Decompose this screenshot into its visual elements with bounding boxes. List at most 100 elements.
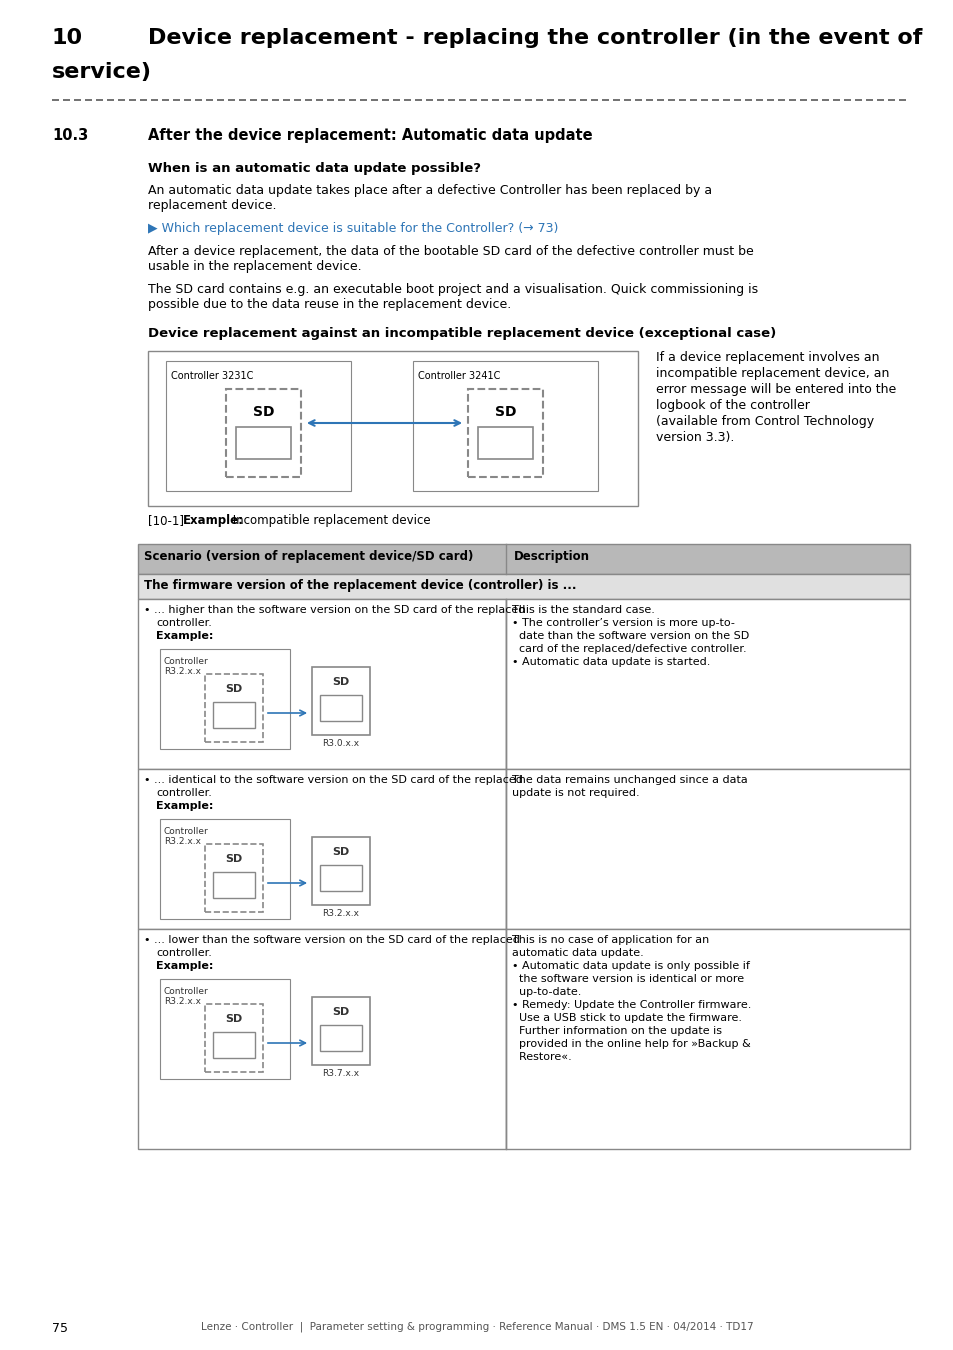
Text: error message will be entered into the: error message will be entered into the xyxy=(656,383,895,396)
Text: usable in the replacement device.: usable in the replacement device. xyxy=(148,261,361,273)
Text: Further information on the update is: Further information on the update is xyxy=(512,1026,721,1035)
Bar xyxy=(319,865,361,891)
Bar xyxy=(148,351,638,506)
Text: SD: SD xyxy=(225,1014,242,1025)
Text: Lenze · Controller  |  Parameter setting & programming · Reference Manual · DMS : Lenze · Controller | Parameter setting &… xyxy=(200,1322,753,1332)
Bar xyxy=(213,1031,254,1058)
Bar xyxy=(312,667,370,734)
Text: 10.3: 10.3 xyxy=(52,128,89,143)
Text: SD: SD xyxy=(225,684,242,694)
Text: If a device replacement involves an: If a device replacement involves an xyxy=(656,351,879,364)
Text: • The controller’s version is more up-to-: • The controller’s version is more up-to… xyxy=(512,618,734,628)
Bar xyxy=(138,769,505,929)
Bar xyxy=(319,1025,361,1052)
Text: the software version is identical or more: the software version is identical or mor… xyxy=(512,973,743,984)
Text: SD: SD xyxy=(495,405,516,418)
Bar xyxy=(505,769,909,929)
Text: When is an automatic data update possible?: When is an automatic data update possibl… xyxy=(148,162,480,176)
Text: version 3.3).: version 3.3). xyxy=(656,431,734,444)
Text: R3.2.x.x: R3.2.x.x xyxy=(164,667,201,676)
Bar xyxy=(319,695,361,721)
Text: • Automatic data update is only possible if: • Automatic data update is only possible… xyxy=(512,961,749,971)
Text: Controller 3231C: Controller 3231C xyxy=(171,371,253,381)
Text: R3.2.x.x: R3.2.x.x xyxy=(322,909,359,918)
Text: SD: SD xyxy=(225,855,242,864)
Text: An automatic data update takes place after a defective Controller has been repla: An automatic data update takes place aft… xyxy=(148,184,711,197)
Text: Controller: Controller xyxy=(164,828,209,836)
Text: The data remains unchanged since a data: The data remains unchanged since a data xyxy=(512,775,747,784)
Text: ▶ Which replacement device is suitable for the Controller? (→ 73): ▶ Which replacement device is suitable f… xyxy=(148,221,558,235)
Text: The SD card contains e.g. an executable boot project and a visualisation. Quick : The SD card contains e.g. an executable … xyxy=(148,284,758,296)
Bar xyxy=(138,599,505,769)
Text: SD: SD xyxy=(332,1007,349,1017)
Bar xyxy=(213,702,254,728)
Bar xyxy=(505,599,909,769)
Bar xyxy=(213,872,254,898)
Text: SD: SD xyxy=(332,846,349,857)
Text: • Automatic data update is started.: • Automatic data update is started. xyxy=(512,657,710,667)
Text: Description: Description xyxy=(514,549,589,563)
Text: Controller 3241C: Controller 3241C xyxy=(417,371,500,381)
Text: After the device replacement: Automatic data update: After the device replacement: Automatic … xyxy=(148,128,592,143)
Text: date than the software version on the SD: date than the software version on the SD xyxy=(512,630,748,641)
Text: automatic data update.: automatic data update. xyxy=(512,948,643,958)
Bar xyxy=(160,819,290,919)
Text: service): service) xyxy=(52,62,152,82)
Bar xyxy=(413,360,598,491)
Text: Controller: Controller xyxy=(164,987,209,996)
Text: R3.7.x.x: R3.7.x.x xyxy=(322,1069,359,1079)
Text: [10-1]: [10-1] xyxy=(148,514,184,526)
FancyBboxPatch shape xyxy=(205,844,263,913)
Bar xyxy=(505,929,909,1149)
Text: 75: 75 xyxy=(52,1322,68,1335)
Text: replacement device.: replacement device. xyxy=(148,198,276,212)
Text: R3.0.x.x: R3.0.x.x xyxy=(322,738,359,748)
Text: (available from Control Technology: (available from Control Technology xyxy=(656,414,873,428)
Text: Device replacement against an incompatible replacement device (exceptional case): Device replacement against an incompatib… xyxy=(148,327,776,340)
Bar xyxy=(160,979,290,1079)
Text: up-to-date.: up-to-date. xyxy=(512,987,580,998)
Text: Controller: Controller xyxy=(164,657,209,666)
Bar xyxy=(477,427,533,459)
Text: This is the standard case.: This is the standard case. xyxy=(512,605,654,616)
Bar xyxy=(138,574,909,599)
Text: SD: SD xyxy=(253,405,274,418)
Bar xyxy=(312,837,370,904)
Text: • ... identical to the software version on the SD card of the replaced: • ... identical to the software version … xyxy=(144,775,522,784)
Text: update is not required.: update is not required. xyxy=(512,788,639,798)
Text: Example:: Example: xyxy=(156,630,213,641)
Text: R3.2.x.x: R3.2.x.x xyxy=(164,837,201,846)
Text: card of the replaced/defective controller.: card of the replaced/defective controlle… xyxy=(512,644,746,653)
Text: incompatible replacement device, an: incompatible replacement device, an xyxy=(656,367,888,379)
Text: • ... higher than the software version on the SD card of the replaced: • ... higher than the software version o… xyxy=(144,605,525,616)
Bar xyxy=(160,649,290,749)
Text: possible due to the data reuse in the replacement device.: possible due to the data reuse in the re… xyxy=(148,298,511,311)
Bar xyxy=(138,544,909,574)
Text: Example:: Example: xyxy=(156,961,213,971)
FancyBboxPatch shape xyxy=(468,389,542,477)
Text: Example:: Example: xyxy=(183,514,244,526)
FancyBboxPatch shape xyxy=(205,674,263,742)
Text: controller.: controller. xyxy=(156,618,212,628)
Text: Restore«.: Restore«. xyxy=(512,1052,571,1062)
Text: Incompatible replacement device: Incompatible replacement device xyxy=(229,514,430,526)
Text: SD: SD xyxy=(332,676,349,687)
Text: controller.: controller. xyxy=(156,788,212,798)
Text: logbook of the controller: logbook of the controller xyxy=(656,400,809,412)
Text: provided in the online help for »Backup &: provided in the online help for »Backup … xyxy=(512,1040,750,1049)
Text: controller.: controller. xyxy=(156,948,212,958)
Bar xyxy=(166,360,351,491)
Text: After a device replacement, the data of the bootable SD card of the defective co: After a device replacement, the data of … xyxy=(148,244,753,258)
Bar xyxy=(312,998,370,1065)
FancyBboxPatch shape xyxy=(226,389,301,477)
Bar xyxy=(138,929,505,1149)
FancyBboxPatch shape xyxy=(205,1004,263,1072)
Text: The firmware version of the replacement device (controller) is ...: The firmware version of the replacement … xyxy=(144,579,576,593)
Text: Scenario (version of replacement device/SD card): Scenario (version of replacement device/… xyxy=(144,549,473,563)
Text: R3.2.x.x: R3.2.x.x xyxy=(164,998,201,1006)
Text: Device replacement - replacing the controller (in the event of: Device replacement - replacing the contr… xyxy=(148,28,922,49)
Text: This is no case of application for an: This is no case of application for an xyxy=(512,936,708,945)
Text: • Remedy: Update the Controller firmware.: • Remedy: Update the Controller firmware… xyxy=(512,1000,751,1010)
Text: Use a USB stick to update the firmware.: Use a USB stick to update the firmware. xyxy=(512,1012,741,1023)
Text: Example:: Example: xyxy=(156,801,213,811)
